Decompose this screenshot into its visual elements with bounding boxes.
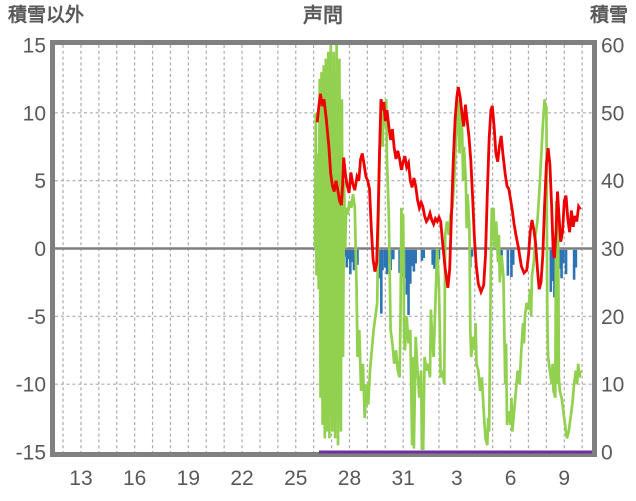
x-axis-tick-label: 9	[558, 467, 570, 490]
left-axis-tick-label: 10	[23, 102, 46, 125]
left-axis-tick-label: 5	[34, 170, 46, 193]
left-axis-tick-label: 15	[23, 35, 46, 58]
x-axis-tick-label: 31	[391, 467, 414, 490]
right-axis-title: 積雪	[589, 5, 628, 26]
snow-depth-line	[313, 44, 582, 450]
left-axis-tick-label: -10	[16, 374, 46, 397]
chart-title: 声問	[303, 5, 343, 27]
plot-frame	[50, 40, 597, 457]
left-axis-tick-label: -5	[27, 306, 46, 329]
left-axis-tick-label: 0	[34, 238, 46, 261]
x-axis-tick-label: 19	[177, 467, 200, 490]
left-axis-tick-label: -15	[16, 442, 46, 465]
x-axis-tick-label: 3	[451, 467, 463, 490]
right-axis-tick-label: 60	[601, 35, 624, 58]
temperature-line	[315, 86, 582, 296]
x-axis-tick-label: 25	[284, 467, 307, 490]
right-axis-tick-label: 30	[601, 238, 624, 261]
right-axis-tick-label: 50	[601, 102, 624, 125]
x-axis-tick-label: 22	[230, 467, 253, 490]
right-axis-tick-label: 10	[601, 374, 624, 397]
x-axis-tick-label: 16	[123, 467, 146, 490]
right-axis-tick-label: 0	[601, 442, 613, 465]
right-axis-tick-label: 40	[601, 170, 624, 193]
left-axis-title: 積雪以外	[8, 5, 85, 26]
x-axis-tick-label: 28	[338, 467, 361, 490]
x-axis-tick-label: 6	[505, 467, 517, 490]
x-axis-tick-label: 13	[69, 467, 92, 490]
right-axis-tick-label: 20	[601, 306, 624, 329]
